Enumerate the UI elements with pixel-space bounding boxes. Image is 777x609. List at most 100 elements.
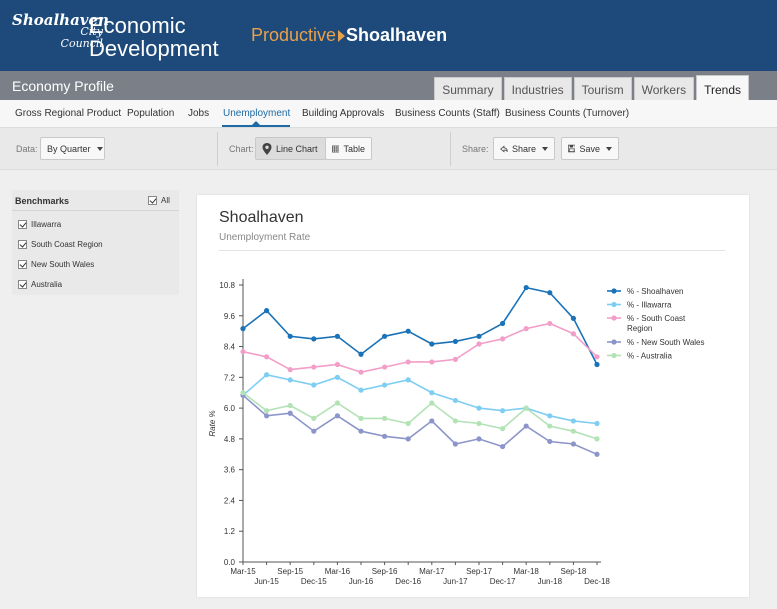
data-point[interactable] [382, 364, 388, 370]
data-point[interactable] [334, 361, 340, 368]
data-point[interactable] [358, 351, 364, 357]
data-point[interactable] [405, 359, 411, 365]
data-point[interactable] [500, 408, 506, 414]
data-point[interactable] [452, 338, 458, 345]
legend-item-label[interactable]: % - Illawarra [627, 301, 672, 310]
data-point[interactable] [429, 390, 435, 396]
data-point[interactable] [311, 382, 317, 388]
data-point[interactable] [594, 451, 600, 457]
data-point[interactable] [547, 290, 553, 296]
subnav-jobs[interactable]: Jobs [188, 108, 210, 119]
data-point[interactable] [287, 402, 293, 409]
legend-item-label-cont[interactable]: Region [627, 324, 652, 333]
data-point[interactable] [334, 400, 340, 406]
data-point[interactable] [547, 320, 553, 327]
data-point[interactable] [476, 405, 482, 411]
data-point[interactable] [570, 441, 576, 447]
data-point[interactable] [264, 372, 270, 378]
data-point[interactable] [547, 413, 553, 419]
data-point[interactable] [594, 361, 600, 368]
data-point[interactable] [334, 374, 340, 380]
data-point[interactable] [429, 418, 435, 424]
data-point[interactable] [382, 433, 388, 439]
legend-item-label[interactable]: % - Australia [627, 352, 672, 361]
data-point[interactable] [500, 336, 506, 342]
share-button[interactable]: Share [493, 137, 555, 160]
data-point[interactable] [452, 397, 458, 404]
data-point[interactable] [240, 326, 246, 332]
data-point[interactable] [382, 333, 388, 339]
benchmark-south-coast-region[interactable]: South Coast Region [18, 240, 103, 249]
data-point[interactable] [358, 387, 364, 393]
data-point[interactable] [523, 423, 529, 429]
data-point[interactable] [264, 413, 270, 419]
data-point[interactable] [523, 326, 529, 332]
data-point[interactable] [264, 354, 270, 360]
data-point[interactable] [311, 415, 317, 421]
data-point[interactable] [547, 423, 553, 429]
data-point[interactable] [476, 333, 482, 339]
benchmark-new-south-wales[interactable]: New South Wales [18, 260, 94, 269]
data-point[interactable] [287, 333, 293, 339]
subnav-business-counts-staff[interactable]: Business Counts (Staff) [395, 108, 500, 119]
data-point[interactable] [452, 418, 458, 424]
table-button[interactable]: Table [325, 137, 372, 160]
data-point[interactable] [405, 436, 411, 442]
data-period-select[interactable]: By Quarter [40, 137, 105, 160]
data-point[interactable] [382, 415, 388, 421]
data-point[interactable] [500, 426, 506, 432]
data-point[interactable] [570, 315, 576, 321]
data-point[interactable] [311, 336, 317, 342]
tab-industries[interactable]: Industries [503, 77, 572, 100]
data-point[interactable] [287, 410, 293, 416]
data-point[interactable] [523, 284, 529, 291]
data-point[interactable] [547, 438, 553, 445]
data-point[interactable] [382, 382, 388, 388]
save-button[interactable]: Save [561, 137, 619, 160]
legend-item-label[interactable]: % - New South Wales [627, 338, 705, 347]
data-point[interactable] [452, 356, 458, 362]
data-point[interactable] [476, 436, 482, 442]
data-point[interactable] [500, 320, 506, 327]
tab-tourism[interactable]: Tourism [573, 77, 632, 100]
data-point[interactable] [287, 367, 293, 373]
data-point[interactable] [240, 349, 246, 355]
data-point[interactable] [476, 420, 482, 427]
data-point[interactable] [405, 420, 411, 427]
data-point[interactable] [405, 377, 411, 383]
legend-item-label[interactable]: % - South Coast [627, 314, 686, 323]
data-point[interactable] [334, 333, 340, 339]
subnav-building-approvals[interactable]: Building Approvals [302, 108, 385, 119]
data-point[interactable] [570, 428, 576, 434]
tab-workers[interactable]: Workers [633, 77, 695, 100]
data-point[interactable] [334, 413, 340, 419]
subnav-population[interactable]: Population [127, 108, 175, 119]
tab-trends[interactable]: Trends [696, 75, 749, 100]
data-point[interactable] [429, 400, 435, 406]
data-point[interactable] [594, 354, 600, 360]
data-point[interactable] [570, 418, 576, 424]
data-point[interactable] [452, 441, 458, 447]
data-point[interactable] [287, 377, 293, 383]
subnav-business-counts-turnover[interactable]: Business Counts (Turnover) [505, 108, 630, 119]
data-point[interactable] [311, 428, 317, 434]
data-point[interactable] [358, 428, 364, 434]
benchmark-illawarra[interactable]: Illawarra [18, 220, 61, 229]
data-point[interactable] [358, 415, 364, 421]
benchmark-australia[interactable]: Australia [18, 280, 62, 289]
data-point[interactable] [264, 308, 270, 314]
unemployment-line-chart[interactable]: 0.0 1.2 2.4 3.6 4.8 6.0 7.2 8.4 9.6 10.8 Rate % Mar… [197, 195, 749, 597]
data-point[interactable] [594, 436, 600, 442]
subnav-gross-regional-product[interactable]: Gross Regional Product [15, 108, 122, 119]
data-point[interactable] [240, 390, 246, 396]
legend-item-label[interactable]: % - Shoalhaven [627, 287, 683, 296]
data-point[interactable] [358, 369, 364, 375]
data-point[interactable] [405, 328, 411, 334]
tab-summary[interactable]: Summary [434, 77, 502, 100]
data-point[interactable] [429, 341, 435, 347]
data-point[interactable] [594, 420, 600, 427]
data-point[interactable] [523, 405, 529, 411]
select-all-checkbox[interactable]: All [148, 196, 170, 205]
data-point[interactable] [476, 341, 482, 347]
line-chart-button[interactable]: Line Chart [255, 137, 326, 160]
